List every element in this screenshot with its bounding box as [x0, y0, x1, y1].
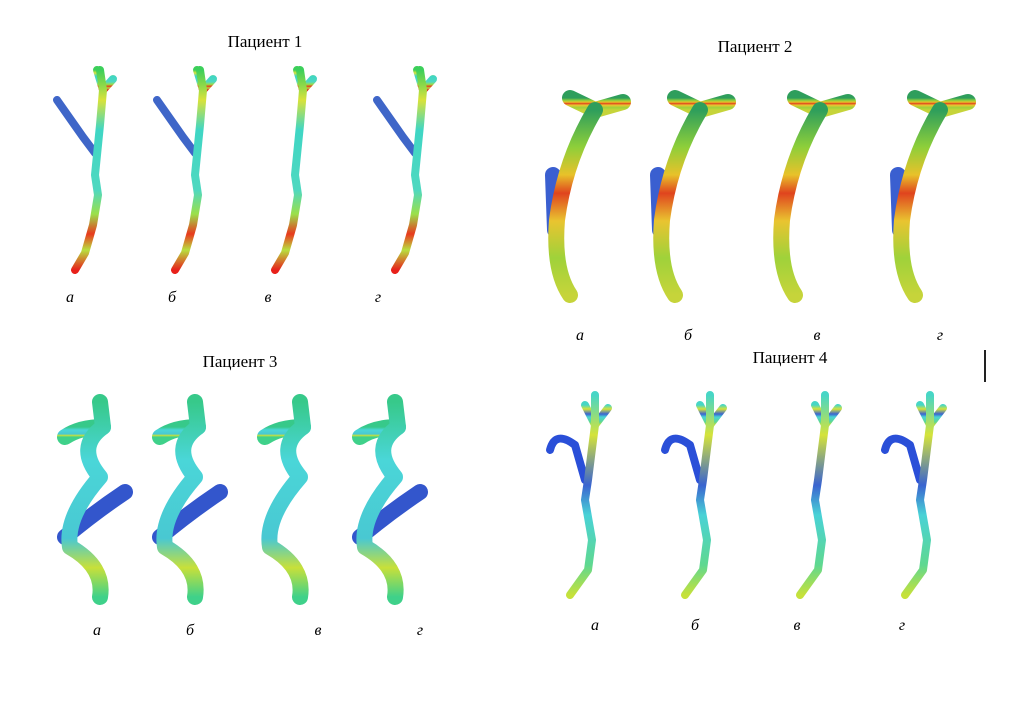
- vessel-trunk: [653, 102, 708, 303]
- vessel-trunk: [271, 66, 307, 274]
- variant-label: а: [93, 622, 101, 639]
- vessel-trunk: [796, 391, 829, 599]
- vessel-model: [57, 394, 133, 605]
- vessel-trunk: [71, 66, 107, 274]
- variant-label: г: [417, 622, 423, 639]
- vessel-model: [152, 394, 228, 605]
- vessel-trunk: [61, 394, 111, 605]
- vessel-model: [257, 394, 311, 605]
- vessel-trunk: [681, 391, 714, 599]
- vessel-model: [890, 90, 976, 303]
- vessel-trunk: [261, 394, 311, 605]
- panel-title: Пациент 3: [203, 352, 278, 371]
- vessel-trunk: [566, 391, 599, 599]
- vessel-model: [661, 391, 727, 599]
- vessel-model: [153, 66, 217, 274]
- vessel-trunk: [548, 102, 603, 303]
- vessel-branch: [546, 434, 589, 484]
- vessel-trunk: [391, 66, 427, 274]
- vessel-model: [53, 66, 117, 274]
- divider: [984, 350, 986, 382]
- vessel-trunk: [171, 66, 207, 274]
- vessel-model: [650, 90, 736, 303]
- panel-title: Пациент 4: [753, 348, 828, 367]
- vessel-model: [352, 394, 428, 605]
- vessel-branch: [53, 96, 99, 157]
- variant-label: б: [168, 289, 177, 306]
- variant-label: б: [186, 622, 195, 639]
- vessel-trunk: [893, 102, 948, 303]
- vessel-trunk: [773, 102, 828, 303]
- vessel-branch: [153, 96, 199, 157]
- vessel-branch: [661, 434, 704, 484]
- vessel-model: [796, 391, 842, 599]
- vessel-branch: [881, 434, 924, 484]
- variant-label: а: [591, 617, 599, 634]
- variant-label: г: [937, 327, 943, 344]
- vessel-model: [881, 391, 947, 599]
- panel-title: Пациент 1: [228, 32, 303, 51]
- vessel-model: [373, 66, 437, 274]
- vessel-model: [545, 90, 631, 303]
- variant-label: а: [66, 289, 74, 306]
- variant-label: б: [684, 327, 693, 344]
- vessel-trunk: [156, 394, 206, 605]
- variant-label: г: [899, 617, 905, 634]
- variant-label: в: [794, 617, 801, 634]
- vessel-model: [773, 90, 856, 303]
- vessel-trunk: [901, 391, 934, 599]
- vessel-branch: [373, 96, 419, 157]
- variant-label: в: [315, 622, 322, 639]
- panel-title: Пациент 2: [718, 37, 793, 56]
- vessel-trunk: [356, 394, 406, 605]
- variant-label: в: [814, 327, 821, 344]
- variant-label: г: [375, 289, 381, 306]
- variant-label: б: [691, 617, 700, 634]
- vessel-model: [271, 66, 317, 274]
- variant-label: в: [265, 289, 272, 306]
- variant-label: а: [576, 327, 584, 344]
- vessel-model: [546, 391, 612, 599]
